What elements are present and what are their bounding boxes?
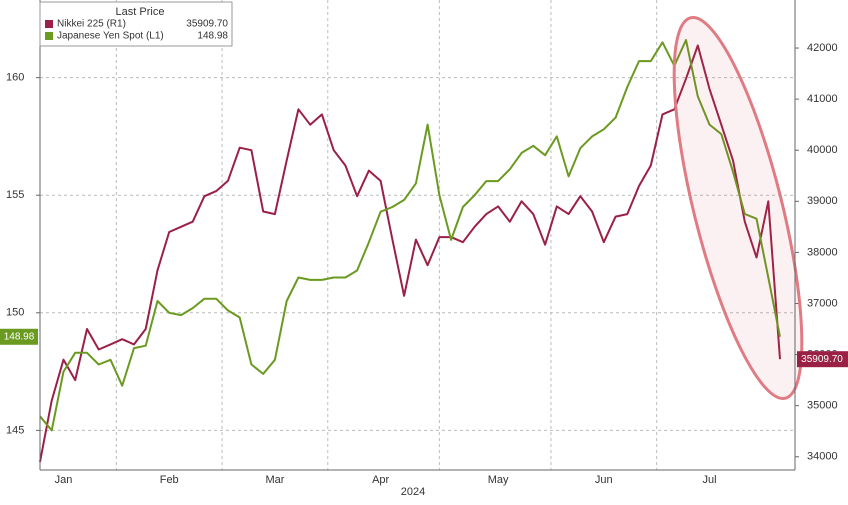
y2-tick-label: 40000 — [807, 144, 838, 156]
last-price-tag — [797, 351, 848, 368]
y2-tick-label: 41000 — [807, 93, 838, 105]
y-tick-label: 160 — [6, 72, 24, 84]
legend-label: Japanese Yen Spot (L1) — [57, 31, 164, 42]
y-tick-label: 155 — [6, 189, 24, 201]
y2-tick-label: 39000 — [807, 195, 838, 207]
x-tick-label: May — [488, 474, 509, 486]
legend-swatch — [45, 20, 53, 28]
x-tick-label: Jun — [595, 474, 613, 486]
overlay: 35909.70 148.98 — [0, 328, 848, 368]
legend: Last Price Nikkei 225 (R1) 35909.70 Japane… — [39, 1, 233, 47]
legend-label: Nikkei 225 (R1) — [57, 19, 126, 30]
y-tick-label: 150 — [6, 307, 24, 319]
y-tick-label: 145 — [6, 424, 24, 436]
y2-tick-label: 34000 — [807, 451, 838, 463]
legend-swatch — [45, 32, 53, 40]
legend-title: Last Price — [116, 6, 165, 18]
x-tick-label: Mar — [265, 474, 284, 486]
last-price-tag-label: 35909.70 — [801, 354, 843, 365]
x-axis-label: 2024 — [401, 486, 425, 498]
last-price-tag-label: 148.98 — [4, 331, 35, 342]
legend-last-value: 35909.70 — [186, 19, 228, 30]
y2-tick-label: 38000 — [807, 246, 838, 258]
legend-box — [39, 1, 233, 47]
series-line — [39, 39, 781, 432]
y2-tick-label: 35000 — [807, 400, 838, 412]
x-tick-label: Jan — [55, 474, 73, 486]
series-line — [39, 44, 781, 463]
x-tick-label: Apr — [372, 474, 389, 486]
last-price-tag — [0, 328, 38, 345]
y2-tick-label: 42000 — [807, 42, 838, 54]
highlight-ellipse — [672, 16, 804, 400]
x-tick-label: Feb — [160, 474, 179, 486]
x-tick-label: Jul — [702, 474, 716, 486]
y2-tick-label: 37000 — [807, 297, 838, 309]
legend-last-value: 148.98 — [197, 31, 228, 42]
lines — [39, 39, 781, 463]
